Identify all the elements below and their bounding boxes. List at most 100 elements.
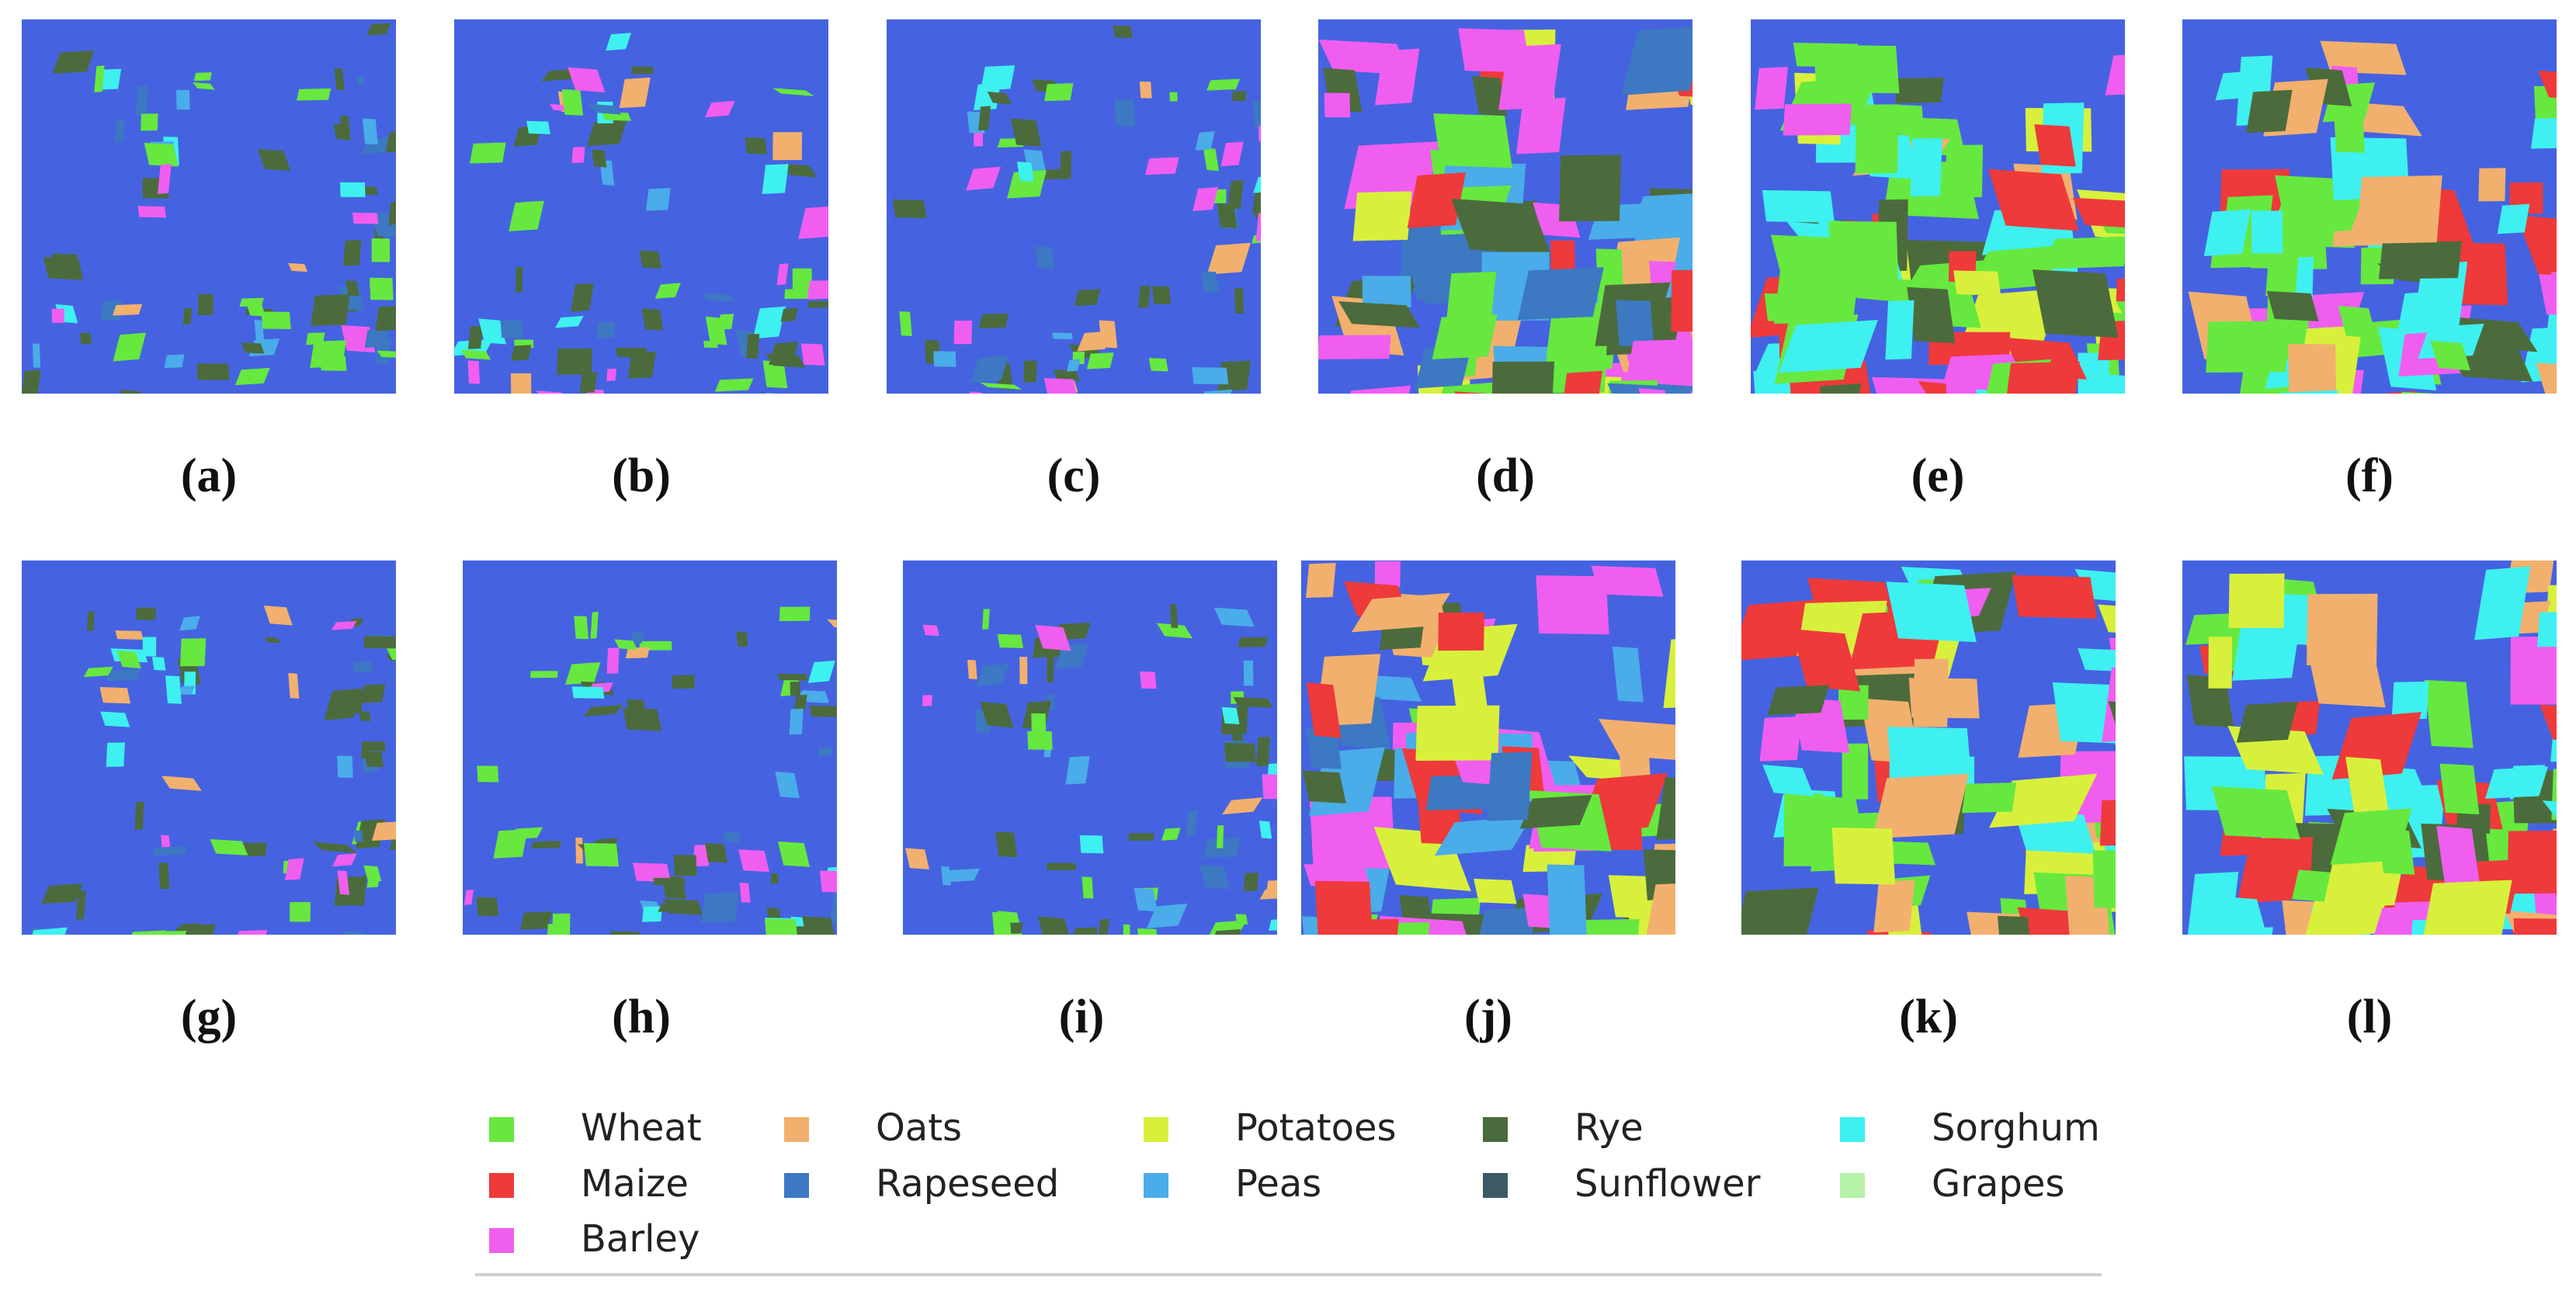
- map-panel-g: [22, 560, 396, 935]
- field-parcel: [772, 88, 814, 96]
- field-parcel: [1487, 751, 1533, 821]
- field-parcel: [1007, 170, 1047, 199]
- field-parcel: [311, 294, 350, 326]
- field-parcel: [1663, 639, 1675, 709]
- caption-b: (b): [612, 449, 671, 502]
- field-parcel: [43, 256, 84, 280]
- field-parcel: [642, 906, 663, 922]
- field-parcel: [1035, 246, 1055, 269]
- field-parcel: [1123, 924, 1130, 935]
- field-parcel: [2542, 244, 2557, 272]
- field-parcel: [705, 100, 735, 118]
- field-parcel: [193, 82, 215, 90]
- legend-label-grapes: Grapes: [1932, 1162, 2065, 1206]
- field-parcel: [780, 307, 798, 322]
- field-parcel: [100, 711, 130, 727]
- legend-label-rapeseed: Rapeseed: [876, 1162, 1060, 1206]
- legend-swatch-potatoes: [1144, 1117, 1168, 1142]
- field-parcel: [571, 283, 594, 312]
- field-parcel: [1564, 370, 1602, 394]
- field-parcel: [1474, 878, 1517, 904]
- field-parcel: [672, 675, 695, 689]
- field-parcel: [1838, 685, 1869, 720]
- field-parcel: [571, 147, 585, 164]
- field-parcel: [1081, 876, 1094, 899]
- map-panel-j: [1301, 560, 1675, 935]
- field-parcel: [1047, 654, 1054, 683]
- field-parcel: [2208, 637, 2233, 689]
- field-parcel: [555, 315, 584, 328]
- field-parcel: [1051, 332, 1073, 340]
- field-parcel: [564, 661, 601, 685]
- caption-f: (f): [2345, 449, 2394, 502]
- caption-j: (j): [1464, 991, 1512, 1043]
- field-parcel: [1098, 918, 1110, 935]
- field-parcel: [818, 747, 833, 757]
- field-parcel: [627, 699, 647, 729]
- field-parcel: [234, 367, 270, 386]
- field-parcel: [1258, 821, 1272, 839]
- field-parcel: [982, 609, 990, 630]
- field-parcel: [2236, 701, 2298, 743]
- field-parcel: [784, 289, 809, 300]
- field-parcel: [115, 630, 144, 640]
- field-parcel: [1536, 575, 1609, 635]
- field-parcel: [1044, 83, 1074, 102]
- field-parcel: [738, 849, 769, 873]
- field-parcel: [1065, 755, 1090, 785]
- field-parcel: [1037, 916, 1069, 935]
- field-parcel: [2507, 831, 2557, 894]
- field-parcel: [980, 382, 1022, 390]
- field-parcel: [1156, 623, 1193, 639]
- field-parcel: [933, 351, 956, 367]
- field-parcel: [182, 307, 193, 325]
- field-parcel: [83, 666, 113, 678]
- field-parcel: [2105, 54, 2125, 95]
- field-parcel: [22, 370, 41, 394]
- field-parcel: [2012, 574, 2098, 620]
- field-parcel: [1234, 288, 1245, 314]
- legend-swatch-sunflower: [1483, 1173, 1508, 1198]
- field-parcel: [2513, 918, 2557, 935]
- field-parcel: [2430, 340, 2470, 371]
- field-parcel: [1612, 646, 1644, 703]
- field-parcel: [343, 240, 362, 266]
- field-parcel: [809, 705, 837, 717]
- field-parcel: [1591, 565, 1664, 597]
- field-parcel: [535, 390, 563, 394]
- field-parcel: [158, 862, 170, 890]
- crop-map-b: [454, 19, 828, 394]
- field-parcel: [1764, 293, 1801, 322]
- field-parcel: [1203, 148, 1220, 172]
- field-parcel: [32, 343, 41, 368]
- field-parcel: [1318, 335, 1391, 359]
- field-parcel: [1559, 154, 1622, 222]
- field-parcel: [997, 633, 1024, 648]
- field-parcel: [2439, 763, 2480, 815]
- field-parcel: [1438, 612, 1484, 651]
- field-parcel: [1224, 743, 1256, 762]
- field-parcel: [942, 868, 981, 883]
- field-parcel: [239, 297, 264, 307]
- field-parcel: [254, 319, 266, 349]
- field-parcel: [627, 351, 656, 379]
- field-parcel: [1192, 367, 1229, 385]
- field-parcel: [658, 902, 686, 912]
- field-parcel: [1607, 383, 1691, 394]
- legend-swatch-barley: [489, 1228, 514, 1253]
- field-parcel: [2391, 681, 2429, 720]
- field-parcel: [385, 131, 396, 153]
- field-parcel: [510, 827, 543, 840]
- field-parcel: [131, 930, 167, 935]
- field-parcel: [1256, 736, 1270, 766]
- field-parcel: [2288, 344, 2337, 394]
- field-parcel: [151, 657, 166, 671]
- field-parcel: [1023, 360, 1037, 383]
- field-parcel: [2540, 704, 2557, 740]
- field-parcel: [2074, 569, 2116, 602]
- field-parcel: [772, 132, 803, 161]
- field-parcel: [1145, 157, 1179, 175]
- field-parcel: [2045, 236, 2125, 269]
- field-parcel: [722, 831, 741, 843]
- field-parcel: [1235, 914, 1248, 925]
